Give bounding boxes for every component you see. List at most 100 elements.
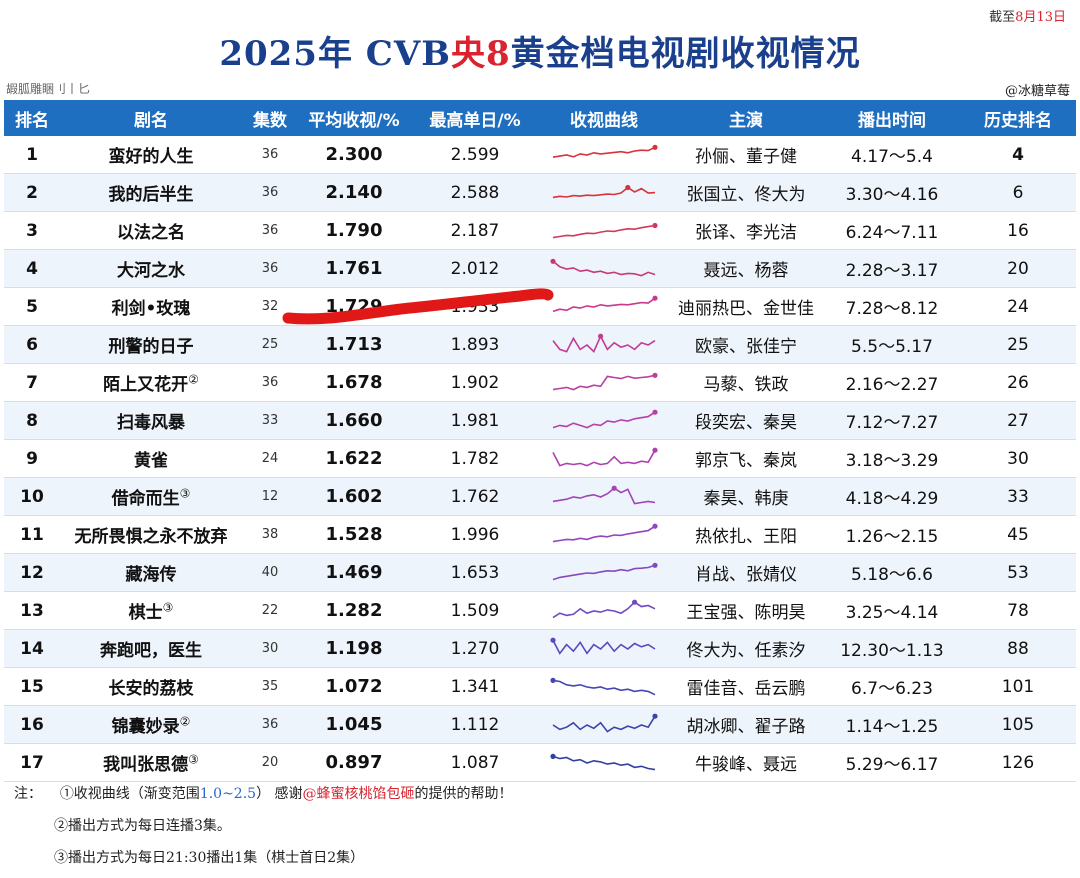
airtime-cell: 4.18～4.29: [824, 477, 960, 516]
rank-cell: 13: [4, 591, 60, 630]
history-rank-cell: 88: [960, 629, 1076, 668]
rating-sparkline: [552, 523, 658, 542]
note-3: ③播出方式为每日21:30播出1集（棋士首日2集）: [54, 850, 365, 866]
table-row: 6 刑警的日子 25 1.713 1.893 欧豪、张佳宁 5.5～5.17 25: [4, 325, 1076, 364]
rank-cell: 5: [4, 287, 60, 326]
drama-name-cell: 锦囊妙录②: [60, 705, 242, 744]
avg-rating-cell: 1.790: [298, 211, 410, 250]
drama-name: 刑警的日子: [108, 337, 194, 357]
airtime-cell: 1.14～1.25: [824, 705, 960, 744]
rating-curve-cell: [540, 173, 668, 212]
drama-name-cell: 我的后半生: [60, 173, 242, 212]
episodes-cell: 20: [242, 743, 298, 782]
cast-cell: 马藜、铁政: [668, 363, 824, 402]
drama-name-cell: 扫毒风暴: [60, 401, 242, 440]
drama-name-cell: 蛮好的人生: [60, 136, 242, 174]
episodes-cell: 30: [242, 629, 298, 668]
cast-cell: 欧豪、张佳宁: [668, 325, 824, 364]
cast-cell: 肖战、张婧仪: [668, 553, 824, 592]
sparkline-peak-dot: [550, 753, 556, 759]
rating-sparkline: [552, 485, 656, 504]
peak-rating-cell: 1.653: [410, 553, 540, 592]
drama-name-cell: 陌上又花开②: [60, 363, 242, 402]
drama-name-cell: 黄雀: [60, 439, 242, 478]
sparkline-peak-dot: [611, 485, 617, 491]
rating-sparkline: [552, 599, 656, 618]
rating-curve-cell: [540, 667, 668, 706]
rank-cell: 12: [4, 553, 60, 592]
rating-sparkline: [552, 222, 658, 238]
airtime-cell: 2.16～2.27: [824, 363, 960, 402]
drama-name: 蛮好的人生: [108, 147, 194, 167]
episodes-cell: 36: [242, 136, 298, 174]
drama-name: 藏海传: [125, 565, 177, 585]
rating-curve-cell: [540, 363, 668, 402]
table-row: 3 以法之名 36 1.790 2.187 张译、李光洁 6.24～7.11 16: [4, 211, 1076, 250]
sparkline-peak-dot: [598, 333, 604, 339]
table-row: 15 长安的荔枝 35 1.072 1.341 雷佳音、岳云鹏 6.7～6.23 101: [4, 667, 1076, 706]
sparkline-peak-dot: [625, 184, 631, 190]
sparkline-line: [552, 224, 656, 238]
rank-cell: 6: [4, 325, 60, 364]
rank-cell: 16: [4, 705, 60, 744]
sparkline-line: [552, 374, 656, 390]
rating-curve-cell: [540, 287, 668, 326]
footnote-marker: ③: [179, 486, 191, 501]
table-row: 12 藏海传 40 1.469 1.653 肖战、张婧仪 5.18～6.6 53: [4, 553, 1076, 592]
episodes-cell: 40: [242, 553, 298, 592]
sparkline-line: [552, 411, 656, 428]
rating-curve-cell: [540, 477, 668, 516]
airtime-cell: 6.24～7.11: [824, 211, 960, 250]
avg-rating-cell: 2.300: [298, 136, 410, 174]
sparkline-line: [552, 564, 656, 580]
sparkline-peak-dot: [550, 637, 556, 643]
sparkline-line: [552, 486, 656, 504]
header-peak-rating: 最高单日/%: [410, 100, 540, 136]
table-row: 11 无所畏惧之永不放弃 38 1.528 1.996 热依扎、王阳 1.26～2.15 45: [4, 515, 1076, 554]
rating-sparkline: [552, 447, 658, 467]
rank-cell: 10: [4, 477, 60, 516]
peak-rating-cell: 1.341: [410, 667, 540, 706]
episodes-cell: 36: [242, 173, 298, 212]
sparkline-peak-dot: [652, 222, 658, 228]
cast-cell: 雷佳音、岳云鹏: [668, 667, 824, 706]
peak-rating-cell: 2.012: [410, 249, 540, 288]
drama-name: 无所畏惧之永不放弃: [74, 527, 228, 547]
table-row: 9 黄雀 24 1.622 1.782 郭京飞、秦岚 3.18～3.29 30: [4, 439, 1076, 478]
rating-curve-cell: [540, 211, 668, 250]
drama-name: 锦囊妙录: [111, 717, 180, 737]
drama-name: 奔跑吧，医生: [100, 641, 202, 661]
rank-cell: 1: [4, 136, 60, 174]
rank-cell: 15: [4, 667, 60, 706]
sparkline-peak-dot: [652, 295, 658, 301]
avg-rating-cell: 1.528: [298, 515, 410, 554]
cast-cell: 牛骏峰、聂远: [668, 743, 824, 782]
avg-rating-cell: 2.140: [298, 173, 410, 212]
avg-rating-cell: 1.198: [298, 629, 410, 668]
cast-cell: 迪丽热巴、金世佳: [668, 287, 824, 326]
episodes-cell: 24: [242, 439, 298, 478]
watermark-text: 嘏胍雕睏刂丨匕: [6, 82, 91, 96]
peak-rating-cell: 1.762: [410, 477, 540, 516]
episodes-cell: 22: [242, 591, 298, 630]
rating-sparkline: [550, 677, 656, 695]
sparkline-line: [552, 146, 656, 158]
drama-name-cell: 藏海传: [60, 553, 242, 592]
rank-cell: 14: [4, 629, 60, 668]
rating-sparkline: [552, 184, 656, 198]
peak-rating-cell: 1.270: [410, 629, 540, 668]
sparkline-peak-dot: [652, 562, 658, 568]
rank-cell: 8: [4, 401, 60, 440]
rating-curve-cell: [540, 591, 668, 630]
avg-rating-cell: 1.622: [298, 439, 410, 478]
sparkline-line: [552, 297, 656, 312]
rating-curve-cell: [540, 439, 668, 478]
sparkline-peak-dot: [550, 677, 556, 683]
rating-curve-cell: [540, 325, 668, 364]
table-row: 7 陌上又花开② 36 1.678 1.902 马藜、铁政 2.16～2.27 26: [4, 363, 1076, 402]
rating-sparkline: [550, 753, 656, 770]
airtime-cell: 6.7～6.23: [824, 667, 960, 706]
page-title: 2025年 CVB央8黄金档电视剧收视情况: [219, 34, 861, 74]
cast-cell: 佟大为、任素汐: [668, 629, 824, 668]
avg-rating-cell: 1.602: [298, 477, 410, 516]
